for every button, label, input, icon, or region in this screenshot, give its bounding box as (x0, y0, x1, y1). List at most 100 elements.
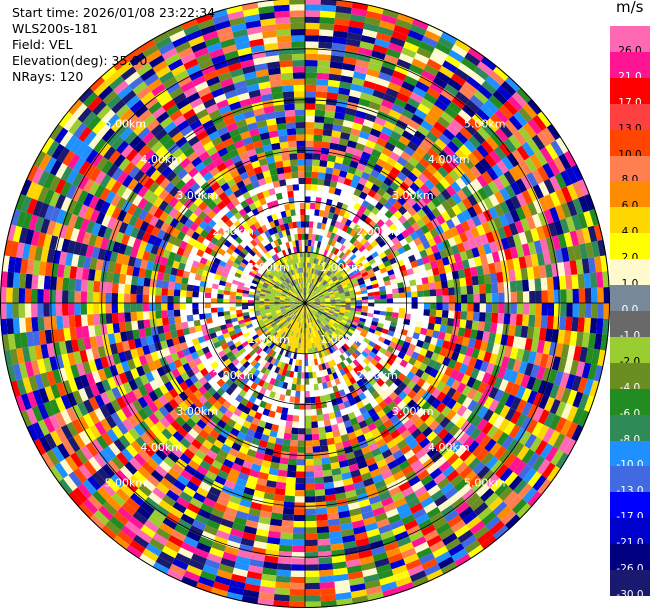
velocity-gate (441, 310, 449, 318)
velocity-gate (336, 201, 344, 210)
velocity-gate (281, 153, 290, 161)
velocity-gate (150, 351, 160, 362)
velocity-gate (305, 378, 310, 385)
velocity-gate (333, 24, 349, 33)
velocity-gate (357, 277, 364, 283)
velocity-gate (329, 366, 336, 374)
velocity-gate (65, 252, 74, 266)
velocity-gate (555, 385, 566, 402)
velocity-gate (476, 370, 486, 382)
velocity-gate (94, 357, 104, 371)
velocity-gate (92, 119, 106, 135)
velocity-gate (412, 18, 430, 30)
velocity-gate (375, 158, 387, 168)
velocity-gate (429, 126, 443, 139)
velocity-gate (437, 428, 449, 440)
velocity-gate (325, 250, 331, 258)
velocity-gate (491, 364, 501, 377)
velocity-gate (230, 390, 239, 400)
velocity-gate (293, 91, 305, 98)
velocity-gate (101, 482, 116, 497)
velocity-gate (198, 210, 208, 221)
velocity-gate (516, 87, 532, 103)
velocity-gate (510, 181, 522, 196)
velocity-gate (74, 290, 81, 303)
velocity-gate (481, 140, 494, 154)
velocity-gate (97, 368, 107, 382)
velocity-gate (496, 505, 512, 521)
velocity-gate (359, 384, 368, 393)
velocity-gate (467, 338, 476, 349)
velocity-gate (203, 525, 218, 536)
velocity-gate (569, 260, 578, 275)
velocity-gate (322, 382, 328, 390)
velocity-gate (181, 321, 189, 329)
velocity-gate (292, 539, 305, 547)
velocity-gate (137, 197, 148, 210)
velocity-gate (143, 319, 151, 329)
velocity-gate (485, 75, 501, 91)
velocity-gate (142, 405, 154, 417)
velocity-gate (32, 167, 45, 184)
velocity-gate (354, 271, 362, 278)
velocity-gate (243, 392, 252, 401)
velocity-gate (584, 395, 596, 413)
velocity-gate (359, 213, 368, 222)
velocity-gate (365, 457, 377, 467)
velocity-gates (0, 0, 610, 609)
velocity-gate (288, 452, 298, 459)
velocity-gate (404, 262, 413, 270)
velocity-gate (419, 347, 428, 357)
velocity-gate (451, 379, 461, 391)
velocity-gate (240, 274, 248, 281)
velocity-gate (417, 308, 424, 316)
velocity-gate (227, 404, 237, 414)
velocity-gate (361, 510, 375, 520)
velocity-gate (195, 434, 206, 445)
velocity-gate (469, 71, 486, 86)
velocity-gate (161, 288, 169, 296)
velocity-gate (454, 294, 462, 303)
velocity-gate (94, 170, 107, 185)
velocity-gate (364, 381, 373, 390)
velocity-gate (447, 254, 456, 265)
velocity-gate (229, 374, 238, 383)
velocity-gate (133, 534, 149, 549)
velocity-gate (200, 503, 214, 514)
velocity-gate (368, 442, 379, 452)
velocity-gate (335, 492, 347, 501)
velocity-gate (316, 377, 322, 384)
velocity-gate (49, 175, 61, 192)
velocity-gate (415, 320, 423, 328)
velocity-gate (246, 387, 255, 396)
velocity-gate (281, 78, 294, 86)
velocity-gate (320, 600, 337, 608)
velocity-gate (364, 216, 373, 225)
velocity-gate (22, 346, 31, 363)
velocity-gate (248, 409, 257, 418)
velocity-gate (320, 594, 337, 602)
velocity-gate (361, 411, 371, 421)
velocity-gate (214, 325, 222, 333)
velocity-gate (117, 506, 133, 521)
velocity-gate (198, 354, 208, 363)
velocity-gate (37, 289, 44, 303)
velocity-gate (410, 459, 423, 471)
velocity-gate (411, 202, 422, 213)
velocity-gate (411, 403, 422, 414)
velocity-gate (485, 303, 493, 313)
velocity-gate (101, 260, 110, 272)
velocity-gate (406, 399, 417, 410)
velocity-gate (244, 334, 252, 341)
velocity-gate (77, 175, 90, 190)
velocity-gate (87, 96, 103, 112)
velocity-gate (70, 364, 80, 379)
velocity-gate (407, 564, 424, 577)
velocity-gate (315, 352, 320, 359)
velocity-gate (366, 394, 375, 403)
velocity-gate (402, 354, 412, 363)
velocity-gate (339, 81, 352, 90)
velocity-gate (474, 161, 487, 175)
velocity-gate (410, 260, 419, 269)
velocity-gate (88, 456, 102, 472)
